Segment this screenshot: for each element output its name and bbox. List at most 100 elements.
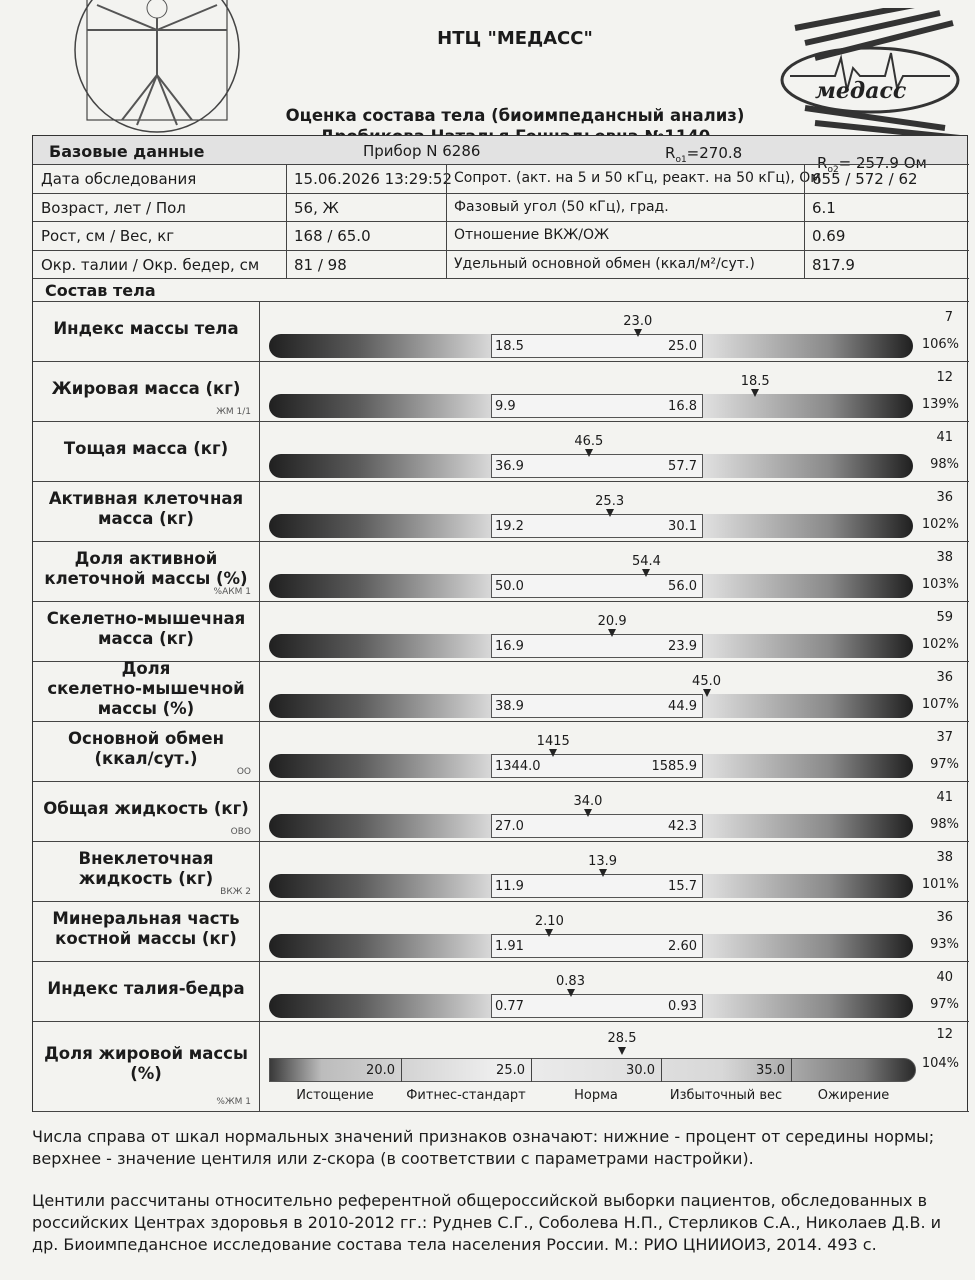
bar-left [269,814,491,838]
r-value: = 257.9 Ом [838,154,927,172]
zone-label: Истощение [296,1088,374,1103]
row-line [33,781,969,782]
r-symbol: R [817,154,828,172]
value-marker [702,689,711,697]
row-label: Жировая масса (кг) [33,379,259,399]
percent: 101% [921,877,959,892]
centile: 40 [936,970,953,985]
scale-tick-label: 25.0 [496,1063,525,1078]
centile: 59 [936,610,953,625]
row-label: Активная клеточная масса (кг) [33,489,259,529]
scale-tick [661,1058,662,1082]
base-header-band [33,136,967,164]
label-line: Минеральная часть [52,909,240,928]
row-label: Минеральная часть костной массы (кг) [33,909,259,949]
base-cell: Отношение ВКЖ/ОЖ [454,227,610,243]
label-line: масса (кг) [98,629,194,648]
row-line [33,361,969,362]
value-label: 45.0 [692,674,721,689]
norm-high: 2.60 [668,939,697,954]
zone-label: Фитнес-стандарт [406,1088,526,1103]
bar-left [269,994,491,1018]
norm-high: 56.0 [668,579,697,594]
col-line [259,901,260,961]
note: Центили рассчитаны относительно референт… [32,1191,942,1254]
bar-norm [491,334,703,358]
norm-high: 23.9 [668,639,697,654]
bar-right [703,694,913,718]
norm-low: 1344.0 [495,759,541,774]
norm-high: 15.7 [668,879,697,894]
value-label: 23.0 [623,314,653,329]
centile: 41 [936,430,953,445]
base-cell: 168 / 65.0 [294,227,371,245]
row-label: Основной обмен (ккал/сут.) [33,729,259,769]
base-cell: Удельный основной обмен (ккал/м²/сут.) [454,255,755,272]
centile: 36 [936,910,953,925]
value-label: 13.9 [588,854,618,869]
value-label: 46.5 [574,434,604,449]
row-label: Доля скелетно-мышечной массы (%) [33,659,259,719]
row-line [33,221,969,222]
bar-right [703,574,913,598]
row-code: ВКЖ 2 [220,887,251,897]
bar-left [269,574,491,598]
label-line: Доля активной [74,549,218,568]
label-line: Активная клеточная [48,489,244,508]
bar-norm [491,454,703,478]
scale-tick-label: 20.0 [366,1063,395,1078]
norm-low: 16.9 [495,639,524,654]
bar-norm [491,814,703,838]
label-line: клеточной массы (%) [44,569,248,588]
percent: 98% [930,457,959,472]
bar-norm [491,694,703,718]
label-line: (%) [130,1064,162,1083]
bar-right [703,874,913,898]
col-line [259,541,260,601]
zone-label: Норма [574,1088,618,1103]
value-marker [642,569,651,577]
bar-right [703,394,913,418]
centile: 12 [936,1027,953,1042]
row-code: %АКМ 1 [213,587,251,597]
norm-high: 57.7 [668,459,697,474]
bar-right [703,994,913,1018]
label-line: (ккал/сут.) [94,749,198,768]
bar-right [703,454,913,478]
row-label: Скелетно-мышечная масса (кг) [33,609,259,649]
scale-tick [401,1058,402,1082]
centile: 38 [936,850,953,865]
row-line [33,1021,969,1022]
bar-right [703,754,913,778]
norm-high: 0.93 [668,999,697,1014]
label-line: массы (%) [97,699,195,718]
base-cell: 817.9 [812,255,855,274]
fat-bar [269,1058,916,1082]
base-cell: Сопрот. (акт. на 5 и 50 кГц, реакт. на 5… [454,170,821,186]
bar-left [269,634,491,658]
row-label: Внеклеточная жидкость (кг) [33,849,259,889]
r02: Rо2= 257.9 Ом [817,154,927,175]
row-line [33,661,969,662]
value-label: 25.3 [595,494,625,509]
row-line [33,901,969,902]
norm-low: 50.0 [495,579,524,594]
bar-norm [491,514,703,538]
label-line: Тощая масса (кг) [63,439,229,458]
report-title: Оценка состава тела (биоимпедансный анал… [285,106,745,125]
row-line [33,301,969,302]
label-line: Доля [121,659,171,678]
value-marker [545,929,554,937]
norm-low: 1.91 [495,939,524,954]
base-cell: 81 / 98 [294,255,347,274]
percent: 98% [930,817,959,832]
norm-low: 9.9 [495,399,516,414]
label-line: жидкость (кг) [78,869,214,888]
value-label: 20.9 [597,614,627,629]
percent: 139% [921,397,959,412]
percent: 103% [921,577,959,592]
centile: 41 [936,790,953,805]
bar-right [703,514,913,538]
percent: 104% [921,1056,959,1071]
col-line [259,781,260,841]
